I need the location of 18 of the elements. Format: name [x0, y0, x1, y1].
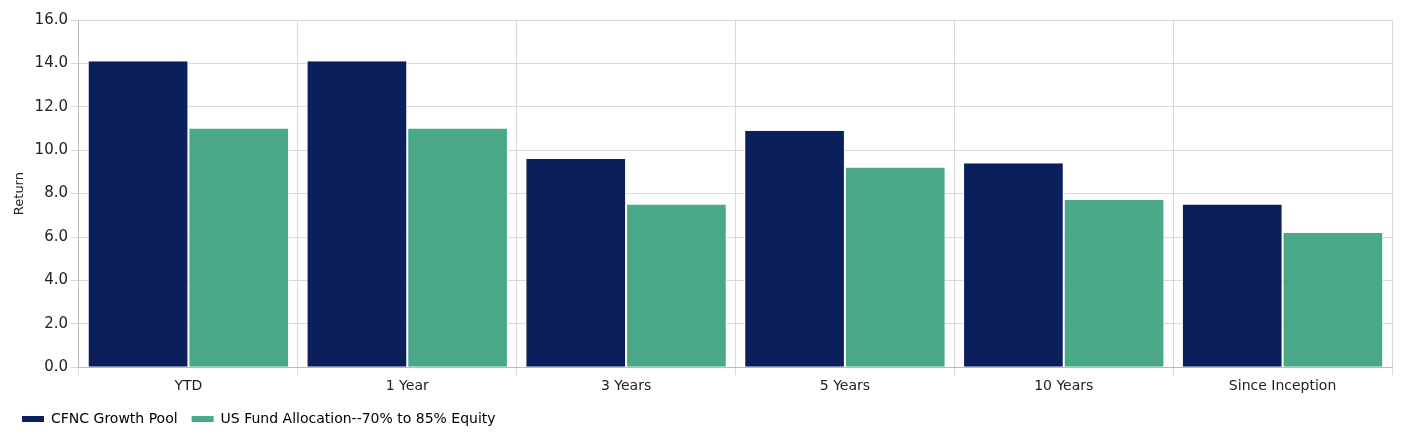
y-tick-label: 0.0 [44, 357, 68, 376]
y-tick-label: 12.0 [34, 96, 68, 115]
x-tick-label: 3 Years [600, 377, 652, 394]
y-axis-title: Return [11, 172, 27, 216]
y-tick-label: 10.0 [34, 140, 68, 159]
legend-label: CFNC Growth Pool [51, 409, 178, 426]
x-tick-label: Since Inception [1228, 377, 1337, 394]
x-tick-label: 10 Years [1034, 377, 1094, 394]
x-tick-label: 1 Year [385, 377, 429, 394]
x-tick-label: YTD [173, 377, 203, 394]
y-tick-label: 6.0 [44, 226, 68, 245]
y-tick-label: 4.0 [44, 270, 68, 289]
legend-label: US Fund Allocation--70% to 85% Equity [220, 409, 496, 426]
x-tick-label: 5 Years [819, 377, 871, 394]
y-tick-label: 2.0 [44, 313, 68, 332]
y-tick-label: 8.0 [44, 183, 68, 202]
y-tick-label: 16.0 [34, 9, 68, 28]
y-tick-label: 14.0 [34, 53, 68, 72]
